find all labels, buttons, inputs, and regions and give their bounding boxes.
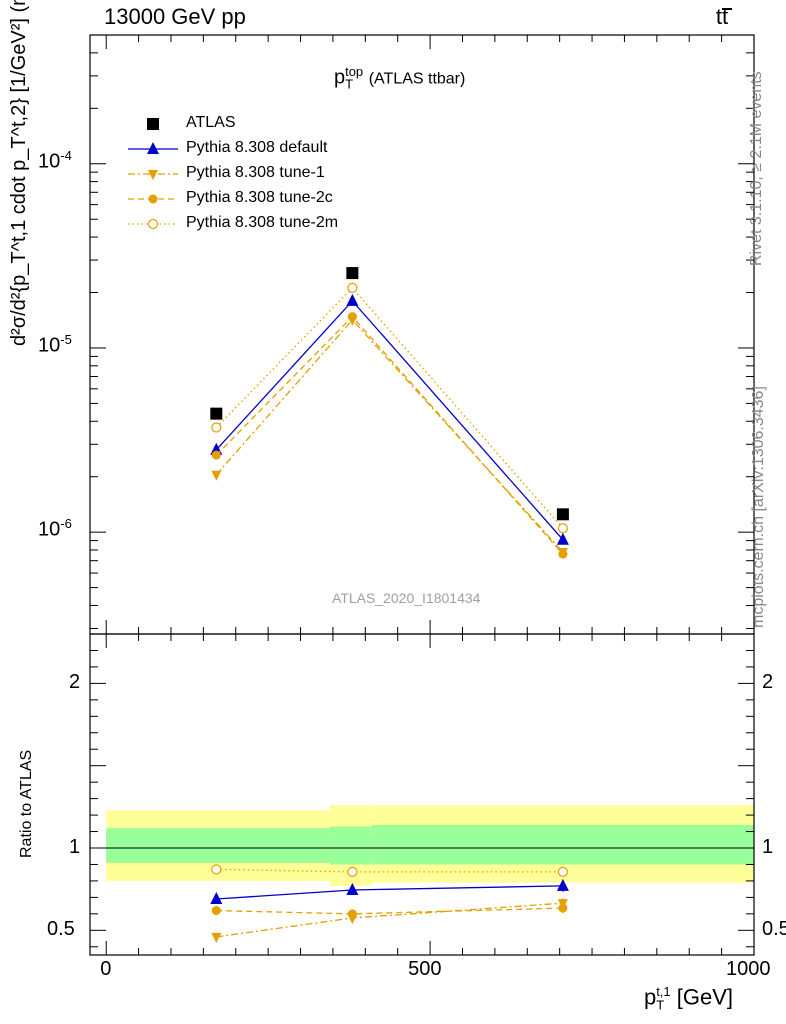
point-main-pythia-8-308-tune-1-0 [211, 470, 222, 481]
point-ratio-pythia-8-308-default-0 [210, 892, 223, 905]
legend-label-atlas: ATLAS [186, 114, 236, 131]
y-tick-label-main-10^-4: 10-4 [38, 147, 72, 173]
x-tick-label-0: 0 [100, 958, 112, 980]
series-line-ratio-pythia-8-308-tune-1 [216, 902, 563, 938]
point-ratio-pythia-8-308-tune-2c-0 [211, 906, 221, 916]
x-tick-label-1000: 1000 [726, 958, 771, 980]
y-tick-label-main-10^-5: 10-5 [38, 331, 72, 357]
point-ratio-pythia-8-308-default-2 [556, 878, 569, 891]
legend-marker-pythia-8-308-tune-1 [148, 170, 158, 180]
x-axis-label: pTt,1 [GeV] [644, 984, 733, 1013]
xlabel-sub: T [656, 997, 665, 1013]
y-tick-label-main-10^-6: 10-6 [38, 516, 72, 541]
point-main-pythia-8-308-default-2 [556, 532, 569, 545]
mcplots-source-label: mcplots.cern.ch [arXiv:1306.3436] [750, 386, 767, 628]
header-final-state-text: tt [715, 4, 729, 29]
point-main-pythia-8-308-tune-2c-1 [347, 312, 357, 322]
ratio-band-green-0 [106, 828, 330, 863]
legend-label-pythia-8-308-tune-1: Pythia 8.308 tune-1 [186, 164, 325, 181]
point-main-pythia-8-308-tune-2m-0 [211, 422, 222, 433]
y-tick-label-ratio-left-2: 2 [69, 671, 81, 694]
xlabel-suffix: [GeV] [676, 984, 734, 1010]
y-tick-label-ratio-right-0.5: 0.5 [762, 918, 786, 941]
analysis-watermark: ATLAS_2020_I1801434 [332, 590, 481, 606]
legend-marker-pythia-8-308-tune-2m [147, 218, 159, 230]
point-ratio-pythia-8-308-tune-2m-1 [347, 866, 358, 877]
series-line-main-pythia-8-308-default [215, 299, 564, 541]
series-line-main-pythia-8-308-tune-2c [215, 315, 564, 555]
series-line-ratio-pythia-8-308-tune-2c [216, 907, 563, 915]
y-axis-label-ratio: Ratio to ATLAS [18, 749, 35, 858]
ratio-band-green-2 [371, 824, 754, 865]
point-ratio-pythia-8-308-tune-1-0 [211, 932, 222, 943]
title-sub: T [345, 76, 354, 92]
legend-label-pythia-8-308-tune-2m: Pythia 8.308 tune-2m [186, 214, 339, 231]
point-main-pythia-8-308-tune-2c-2 [558, 549, 568, 559]
point-main-atlas-0 [210, 407, 223, 420]
rivet-version-label: Rivet 3.1.10, ≥ 2.1M events [748, 71, 765, 266]
point-ratio-pythia-8-308-tune-2c-1 [347, 909, 357, 919]
point-main-pythia-8-308-default-1 [346, 293, 359, 306]
point-main-pythia-8-308-tune-2m-1 [347, 282, 358, 293]
y-tick-label-ratio-left-1: 1 [69, 836, 81, 858]
series-line-main-pythia-8-308-tune-2m [215, 286, 564, 529]
ratio-band-green-1 [329, 826, 372, 865]
y-axis-label-main: d²σ/d²{p_T^t,1 cdot p_T^t,2} [1/GeV²] (n… [8, 0, 30, 346]
point-main-pythia-8-308-tune-2m-2 [557, 523, 568, 534]
series-line-ratio-pythia-8-308-default [216, 885, 563, 900]
title-main: p [334, 66, 346, 89]
xlabel-main: p [644, 984, 657, 1010]
y-tick-label-ratio-left-0.5: 0.5 [47, 918, 75, 941]
header-final-state: tt [710, 4, 734, 30]
title-suffix: (ATLAS ttbar) [368, 70, 466, 88]
point-main-pythia-8-308-tune-2c-0 [211, 450, 221, 460]
y-tick-label-ratio-right-2: 2 [762, 671, 774, 694]
point-ratio-pythia-8-308-default-1 [346, 882, 359, 895]
x-tick-label-500: 500 [408, 958, 442, 980]
tbar-overline [722, 8, 732, 10]
header-process: 13000 GeV pp [104, 4, 246, 29]
point-main-atlas-2 [556, 508, 569, 521]
legend-marker-atlas [147, 118, 159, 130]
point-main-atlas-1 [346, 267, 359, 280]
point-ratio-pythia-8-308-tune-2c-2 [558, 903, 568, 913]
series-line-main-pythia-8-308-tune-1 [215, 318, 564, 553]
point-ratio-pythia-8-308-tune-2m-2 [557, 866, 568, 877]
xlabel-sup: t,1 [656, 984, 671, 999]
legend-marker-pythia-8-308-tune-2c [148, 194, 158, 204]
title-sup: top [345, 64, 364, 79]
legend-label-pythia-8-308-tune-2c: Pythia 8.308 tune-2c [186, 189, 333, 206]
point-ratio-pythia-8-308-tune-2m-0 [211, 864, 222, 875]
legend-label-pythia-8-308-default: Pythia 8.308 default [186, 139, 328, 156]
legend-marker-pythia-8-308-default [147, 142, 159, 154]
y-tick-label-ratio-right-1: 1 [762, 836, 774, 858]
plot-title: pTtop (ATLAS ttbar) [334, 64, 465, 92]
ratio-plot-frame [89, 633, 755, 956]
